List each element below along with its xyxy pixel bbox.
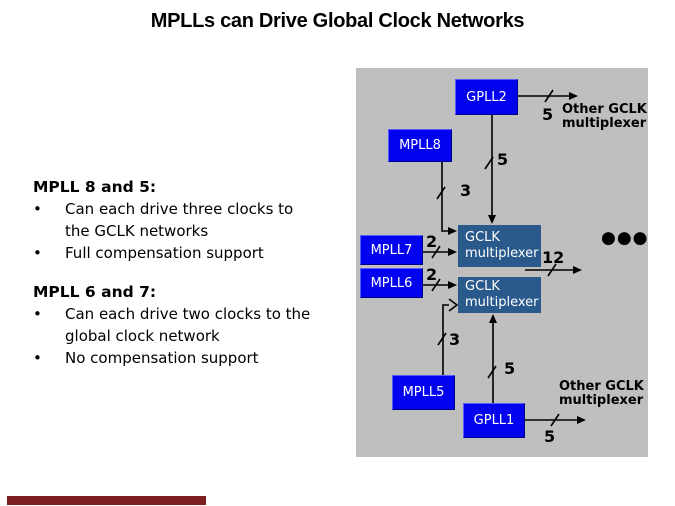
arrowhead-icon [448, 227, 457, 235]
other-gclk-label-bottom: Other GCLK multiplexer [559, 379, 644, 408]
open-arrowhead-icon [448, 298, 459, 312]
bus-slash-mark [550, 413, 560, 427]
notes-heading: MPLL 6 and 7: [33, 283, 157, 301]
bus-width-label: 3 [449, 330, 461, 349]
page-title: MPLLs can Drive Global Clock Networks [150, 10, 525, 32]
bullet-marker: • [33, 200, 42, 218]
notes-panel: MPLL 8 and 5: • Can each drive three clo… [33, 176, 343, 369]
bullet-item: • Can each drive two clocks to the globa… [33, 303, 343, 347]
bus-width-label: 2 [426, 232, 438, 251]
pll-block-mpll6: MPLL6 [360, 268, 423, 298]
arrowhead-icon [448, 281, 457, 289]
pll-block-gpll1: GPLL1 [463, 403, 525, 438]
arrowhead-icon [448, 248, 457, 256]
pll-block-gpll2: GPLL2 [455, 79, 518, 115]
bullet-marker: • [33, 305, 42, 323]
pll-block-mpll8: MPLL8 [388, 129, 452, 162]
clock-network-diagram: GPLL2 MPLL8 MPLL7 MPLL6 MPLL5 GPLL1 GCLK… [356, 68, 648, 457]
bus-slash-mark [431, 278, 441, 292]
bus-slash-mark [544, 89, 554, 103]
gclk-multiplexer-1: GCLK multiplexer [458, 225, 541, 267]
footer-accent-bar [7, 496, 206, 505]
continuation-dots: ●●● [601, 228, 649, 248]
diagram-wiring [423, 89, 586, 427]
bus-width-label: 2 [426, 265, 438, 284]
bus-width-label: 5 [544, 427, 556, 446]
bullet-text: Can each drive three clocks to the GCLK … [65, 200, 294, 240]
bullet-text: No compensation support [65, 349, 259, 367]
pll-block-mpll7: MPLL7 [360, 235, 423, 265]
bus-slash-mark [437, 332, 447, 346]
bullet-marker: • [33, 349, 42, 367]
other-gclk-label-top: Other GCLK multiplexer [562, 102, 647, 131]
arrowhead-icon [488, 215, 496, 224]
arrowhead-icon [573, 266, 582, 274]
bus-line-mpll8-mux1 [441, 162, 449, 232]
bus-width-label: 5 [497, 150, 509, 169]
bullet-item: • Can each drive three clocks to the GCL… [33, 198, 343, 242]
gclk-multiplexer-2: GCLK multiplexer [458, 277, 541, 313]
bus-width-label: 5 [504, 359, 516, 378]
bullet-marker: • [33, 244, 42, 262]
arrowhead-icon [577, 416, 586, 424]
notes-heading: MPLL 8 and 5: [33, 178, 157, 196]
bus-width-label: 5 [542, 105, 554, 124]
bus-line-mpll5-mux2 [442, 304, 449, 375]
bus-width-label: 3 [460, 181, 472, 200]
bus-slash-mark [436, 186, 446, 200]
bus-width-label: 12 [542, 248, 565, 267]
notes-group-mpll8-5: MPLL 8 and 5: • Can each drive three clo… [33, 176, 343, 264]
bus-slash-mark [487, 365, 497, 379]
arrowhead-icon [569, 92, 578, 100]
bus-slash-mark [547, 263, 557, 277]
pll-block-mpll5: MPLL5 [392, 375, 455, 410]
bullet-item: • Full compensation support [33, 242, 343, 264]
bus-slash-mark [484, 156, 494, 170]
bullet-item: • No compensation support [33, 347, 343, 369]
notes-group-mpll6-7: MPLL 6 and 7: • Can each drive two clock… [33, 281, 343, 369]
arrowhead-icon [489, 314, 497, 323]
bus-slash-mark [431, 245, 441, 259]
bullet-text: Full compensation support [65, 244, 264, 262]
bullet-text: Can each drive two clocks to the global … [65, 305, 311, 345]
